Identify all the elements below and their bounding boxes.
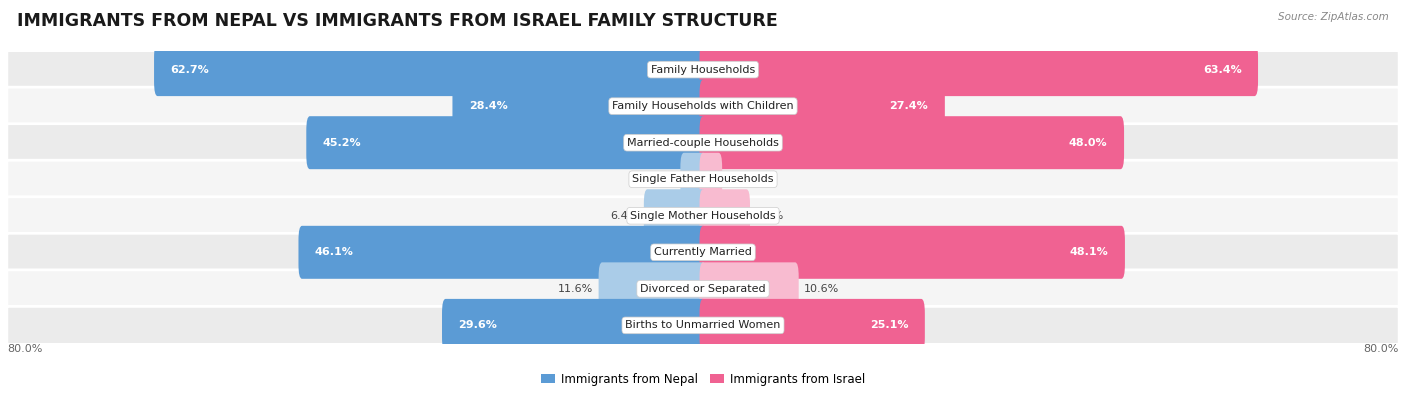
Text: IMMIGRANTS FROM NEPAL VS IMMIGRANTS FROM ISRAEL FAMILY STRUCTURE: IMMIGRANTS FROM NEPAL VS IMMIGRANTS FROM…	[17, 12, 778, 30]
Text: Divorced or Separated: Divorced or Separated	[640, 284, 766, 294]
Text: 27.4%: 27.4%	[890, 101, 928, 111]
Text: 5.0%: 5.0%	[755, 211, 783, 221]
Text: Family Households: Family Households	[651, 65, 755, 75]
Text: 80.0%: 80.0%	[1364, 344, 1399, 354]
FancyBboxPatch shape	[7, 51, 1399, 88]
FancyBboxPatch shape	[7, 307, 1399, 344]
Text: Family Households with Children: Family Households with Children	[612, 101, 794, 111]
FancyBboxPatch shape	[307, 116, 706, 169]
FancyBboxPatch shape	[700, 189, 749, 242]
Text: Currently Married: Currently Married	[654, 247, 752, 257]
Text: 46.1%: 46.1%	[315, 247, 354, 257]
FancyBboxPatch shape	[7, 270, 1399, 308]
Text: 48.1%: 48.1%	[1070, 247, 1108, 257]
Text: 80.0%: 80.0%	[7, 344, 42, 354]
FancyBboxPatch shape	[7, 160, 1399, 198]
FancyBboxPatch shape	[700, 153, 723, 206]
FancyBboxPatch shape	[7, 197, 1399, 235]
Text: Source: ZipAtlas.com: Source: ZipAtlas.com	[1278, 12, 1389, 22]
FancyBboxPatch shape	[298, 226, 706, 279]
FancyBboxPatch shape	[441, 299, 706, 352]
Text: 2.2%: 2.2%	[647, 174, 675, 184]
Text: 25.1%: 25.1%	[870, 320, 908, 330]
FancyBboxPatch shape	[7, 124, 1399, 162]
FancyBboxPatch shape	[700, 299, 925, 352]
Legend: Immigrants from Nepal, Immigrants from Israel: Immigrants from Nepal, Immigrants from I…	[536, 368, 870, 390]
Text: 10.6%: 10.6%	[804, 284, 839, 294]
Text: 63.4%: 63.4%	[1202, 65, 1241, 75]
Text: 48.0%: 48.0%	[1069, 138, 1108, 148]
FancyBboxPatch shape	[7, 233, 1399, 271]
FancyBboxPatch shape	[599, 262, 706, 315]
FancyBboxPatch shape	[700, 80, 945, 133]
FancyBboxPatch shape	[681, 153, 706, 206]
Text: 11.6%: 11.6%	[558, 284, 593, 294]
Text: Married-couple Households: Married-couple Households	[627, 138, 779, 148]
FancyBboxPatch shape	[700, 262, 799, 315]
FancyBboxPatch shape	[644, 189, 706, 242]
FancyBboxPatch shape	[453, 80, 706, 133]
FancyBboxPatch shape	[700, 116, 1123, 169]
Text: 62.7%: 62.7%	[170, 65, 209, 75]
FancyBboxPatch shape	[7, 87, 1399, 125]
Text: 28.4%: 28.4%	[470, 101, 508, 111]
FancyBboxPatch shape	[700, 43, 1258, 96]
Text: Single Father Households: Single Father Households	[633, 174, 773, 184]
Text: Single Mother Households: Single Mother Households	[630, 211, 776, 221]
Text: Births to Unmarried Women: Births to Unmarried Women	[626, 320, 780, 330]
Text: 29.6%: 29.6%	[458, 320, 498, 330]
FancyBboxPatch shape	[155, 43, 706, 96]
Text: 6.4%: 6.4%	[610, 211, 638, 221]
FancyBboxPatch shape	[700, 226, 1125, 279]
Text: 45.2%: 45.2%	[323, 138, 361, 148]
Text: 1.8%: 1.8%	[727, 174, 756, 184]
